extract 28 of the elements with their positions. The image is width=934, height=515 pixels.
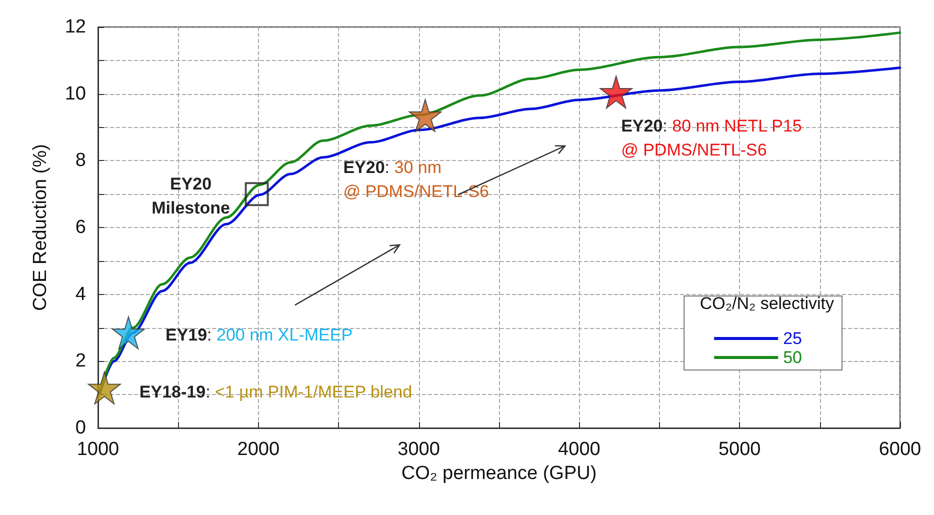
x-tick-label: 6000 [878,439,922,460]
y-tick-label: 4 [75,284,86,305]
x-tick-label: 1000 [76,439,120,460]
point [88,371,121,404]
annotation: EY20 Milestone [152,174,230,218]
x-tick-label: 4000 [558,439,600,460]
legend-label: 25 [783,329,802,348]
x-tick-label: 3000 [398,439,440,460]
y-tick-label: 10 [64,83,86,104]
point [244,182,269,206]
annotation: EY18-19: <1 µm PIM-1/MEEP blend [139,382,412,402]
point [112,316,145,350]
y-axis-title: COE Reduction (%) [30,144,51,311]
y-tick-label: 8 [75,150,86,172]
legend-label: 50 [783,348,802,367]
legend-title: CO₂/N₂ selectivity [700,294,834,313]
y-tick-label: 2 [75,350,86,372]
point [600,76,633,109]
y-tick-label: 6 [75,217,86,238]
y-tick-label: 0 [75,418,86,438]
annotation: EY20: 80 nm NETL P15 @ PDMS/NETL-S6 [621,116,802,160]
x-tick-label: 5000 [718,439,761,460]
x-tick-label: 2000 [237,439,280,460]
point [408,99,442,132]
x-axis-title: CO₂ permeance (GPU) [401,463,597,484]
y-tick-label: 12 [64,16,86,38]
annotation: EY20: 30 nm @ PDMS/NETL-S6 [343,158,489,202]
annotation: EY19: 200 nm XL-MEEP [165,325,353,344]
